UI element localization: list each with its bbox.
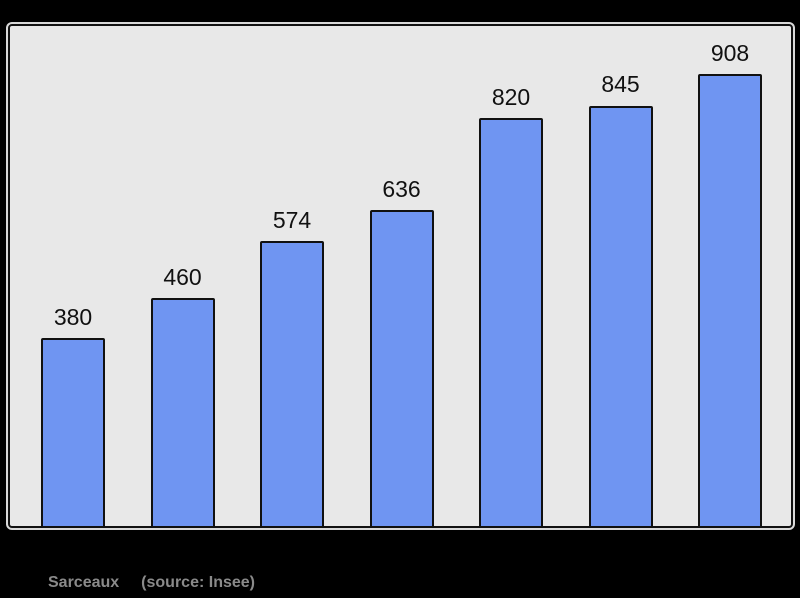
bar: 820	[479, 84, 543, 528]
bar-value-label: 574	[272, 206, 312, 233]
plot-area: 380 460 574 636 820 845 908	[10, 26, 791, 528]
place-name: Sarceaux	[48, 574, 120, 591]
bar: 460	[150, 264, 215, 528]
chart-footer: Sarceaux (source: Insee)	[48, 574, 255, 592]
bar: 574	[260, 207, 324, 528]
bar-value-label: 845	[601, 71, 640, 98]
bar-value-label: 820	[491, 83, 531, 110]
bar-value-label: 460	[163, 263, 202, 290]
bar: 380	[41, 304, 105, 528]
bar: 636	[369, 176, 434, 528]
population-bar-chart: 380 460 574 636 820 845 908	[8, 24, 793, 528]
bar-value-label: 380	[53, 303, 93, 330]
source-note: (source: Insee)	[141, 574, 255, 591]
bar-value-label: 636	[382, 175, 421, 202]
bar: 845	[588, 71, 653, 528]
bar-value-label: 908	[710, 39, 750, 66]
bar: 908	[698, 40, 762, 528]
